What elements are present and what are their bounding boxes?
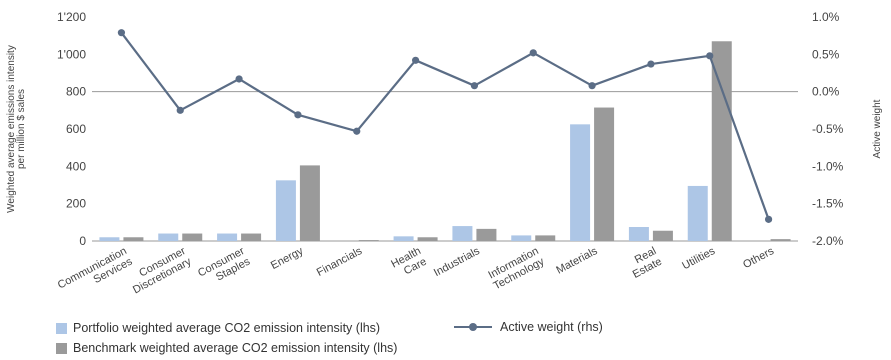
right-tick-label: -1.5% (812, 197, 844, 211)
line-symbol-dot (469, 323, 477, 331)
active-weight-point (588, 82, 596, 90)
benchmark-bar (182, 233, 203, 241)
active-weight-line (120, 32, 770, 220)
benchmark-bar (476, 228, 497, 241)
category-label-line: Utilities (680, 245, 717, 272)
left-tick-label: 800 (66, 85, 86, 99)
benchmark-bar (417, 237, 438, 241)
category-label-line: Industrials (432, 245, 482, 279)
left-axis-title-line: Weighted average emissions intensity (6, 45, 17, 213)
active-weight-point (647, 60, 655, 68)
category-label: Industrials (432, 245, 482, 279)
active-weight-point (117, 29, 126, 37)
active-weight-point (529, 49, 537, 57)
active-weight-point (470, 82, 479, 90)
active-weight-point (294, 111, 302, 119)
category-label: Utilities (680, 245, 717, 272)
portfolio-bar (570, 124, 591, 241)
left-tick-label: 1'000 (57, 47, 86, 61)
active-weight-point (764, 215, 773, 223)
portfolio-bar (628, 227, 649, 241)
legend-item-active-weight: Active weight (rhs) (454, 320, 603, 334)
active-weight-point (706, 52, 714, 60)
benchmark-bar (652, 230, 673, 241)
category-label-line: Materials (554, 245, 599, 277)
benchmark-bar (535, 235, 556, 241)
benchmark-bar (594, 107, 615, 242)
line-marker-icon (454, 321, 492, 333)
right-tick-label: 1.0% (812, 10, 840, 24)
benchmark-bar (358, 240, 379, 241)
category-label: InformationTechnology (486, 245, 547, 293)
active-weight-point (235, 75, 243, 83)
category-label-line: Financials (315, 245, 365, 279)
legend-label-portfolio: Portfolio weighted average CO2 emission … (73, 321, 381, 335)
portfolio-bar (393, 236, 414, 241)
left-tick-label: 0 (79, 234, 86, 248)
category-label-line: Others (741, 245, 776, 271)
legend-bars: Portfolio weighted average CO2 emission … (56, 318, 397, 358)
portfolio-bar (511, 235, 532, 241)
active-weight-point (411, 56, 420, 64)
portfolio-bar (275, 180, 296, 241)
category-label: Financials (315, 245, 365, 279)
right-tick-label: -1.0% (812, 159, 844, 173)
category-label: ConsumerDiscretionary (125, 245, 193, 297)
benchmark-bar (123, 237, 144, 241)
benchmark-swatch (56, 342, 67, 354)
category-label: CommunicationServices (56, 245, 135, 302)
portfolio-bar (687, 185, 708, 241)
benchmark-bar (241, 233, 262, 241)
active-weight-point (353, 127, 361, 135)
category-label: ConsumerStaples (196, 245, 253, 290)
category-label: HealthCare (389, 245, 428, 281)
legend-item-benchmark: Benchmark weighted average CO2 emission … (56, 338, 397, 358)
portfolio-bar (452, 226, 473, 241)
category-label: RealEstate (625, 245, 664, 281)
legend-label-benchmark: Benchmark weighted average CO2 emission … (73, 341, 398, 355)
category-label-line: Energy (269, 245, 306, 272)
legend-label-active-weight: Active weight (rhs) (500, 320, 603, 334)
category-label: Energy (269, 245, 306, 272)
legend-item-portfolio: Portfolio weighted average CO2 emission … (56, 318, 397, 338)
benchmark-bar (711, 41, 732, 242)
left-tick-label: 400 (66, 159, 86, 173)
active-weight-point (176, 106, 184, 114)
portfolio-bar (217, 233, 238, 241)
left-tick-label: 200 (66, 197, 86, 211)
category-label: Materials (554, 245, 599, 277)
right-axis-title: Active weight (872, 99, 883, 158)
right-tick-label: -0.5% (812, 122, 844, 136)
right-tick-label: 0.0% (812, 85, 840, 99)
benchmark-bar (770, 239, 791, 241)
category-label: Others (741, 245, 776, 271)
left-tick-label: 600 (66, 122, 86, 136)
right-tick-label: -2.0% (812, 234, 844, 248)
left-tick-label: 1'200 (57, 10, 86, 24)
benchmark-bar (299, 165, 320, 241)
right-tick-label: 0.5% (812, 47, 840, 61)
portfolio-bar (99, 237, 120, 241)
portfolio-bar (158, 233, 179, 241)
left-axis-title-line: per million $ sales (16, 89, 27, 169)
portfolio-swatch (56, 322, 67, 334)
